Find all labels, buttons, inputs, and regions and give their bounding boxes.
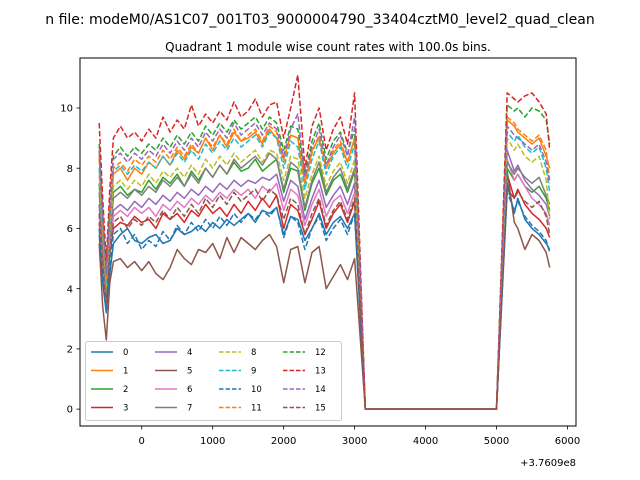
x-axis: 0 1000 2000 3000 4000 5000 6000	[139, 426, 580, 447]
legend-label-14: 14	[315, 385, 326, 395]
figure-suptitle: n file: modeM0/AS1C07_001T03_9000004790_…	[45, 12, 594, 28]
y-tick-label: 2	[67, 345, 73, 356]
y-tick-label: 10	[60, 104, 73, 115]
x-tick-label: 3000	[342, 436, 367, 447]
legend-label-13: 13	[315, 367, 326, 377]
x-tick-label: 5000	[484, 436, 509, 447]
legend-label-15: 15	[315, 404, 326, 414]
chart-title: Quadrant 1 module wise count rates with …	[165, 40, 491, 54]
legend-label-1: 1	[123, 367, 128, 377]
legend-box	[85, 341, 342, 421]
x-tick-label: 2000	[271, 436, 296, 447]
x-axis-offset-label: +3.7609e8	[520, 458, 576, 469]
series-line-11	[98, 116, 551, 410]
legend-label-3: 3	[123, 404, 128, 414]
legend-label-11: 11	[251, 404, 262, 414]
y-tick-label: 6	[67, 224, 73, 235]
series-layer	[98, 74, 551, 410]
legend-label-2: 2	[123, 385, 128, 395]
x-tick-label: 1000	[200, 436, 225, 447]
x-tick-label: 4000	[413, 436, 438, 447]
y-tick-label: 0	[67, 405, 73, 416]
legend-label-8: 8	[251, 348, 256, 358]
y-tick-label: 8	[67, 164, 73, 175]
legend-label-5: 5	[187, 367, 192, 377]
legend-label-9: 9	[251, 367, 256, 377]
axes-frame	[79, 57, 577, 427]
y-tick-label: 4	[67, 284, 73, 295]
series-line-13	[98, 74, 551, 410]
x-tick-label: 0	[139, 436, 145, 447]
legend-label-4: 4	[187, 348, 192, 358]
series-line-15	[98, 188, 551, 410]
y-axis: 0 2 4 6 8 10	[60, 104, 80, 416]
legend-label-12: 12	[315, 348, 326, 358]
legend-label-6: 6	[187, 385, 192, 395]
legend-label-0: 0	[123, 348, 128, 358]
x-tick-label: 6000	[555, 436, 580, 447]
legend-label-10: 10	[251, 385, 262, 395]
series-line-8	[98, 137, 551, 410]
legend-label-7: 7	[187, 404, 192, 414]
